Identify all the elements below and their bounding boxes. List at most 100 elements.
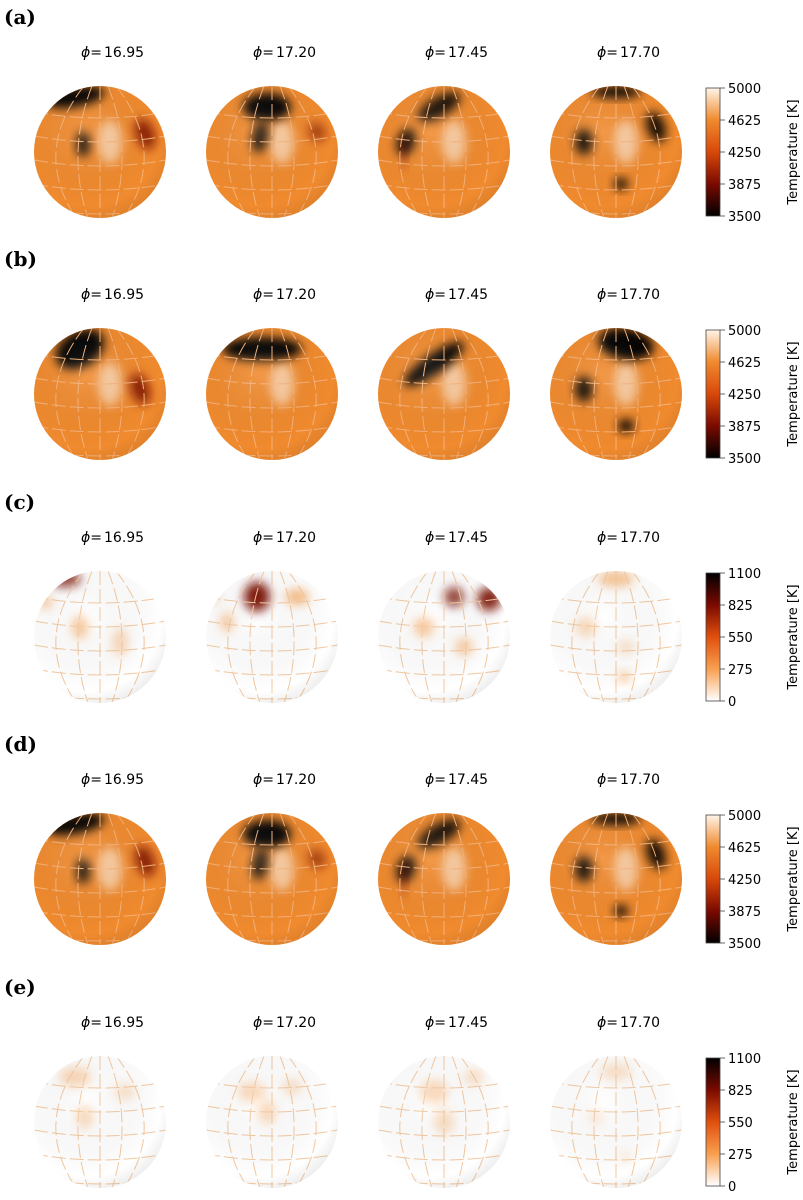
phase-value: 17.70 <box>620 530 660 546</box>
phase-prefix: ϕ= <box>425 1015 446 1031</box>
stellar-map <box>550 813 682 945</box>
colorbar-tick-label: 3500 <box>728 937 761 952</box>
colorbar-tick-label: 5000 <box>728 82 761 97</box>
phase-prefix: ϕ= <box>81 1015 102 1031</box>
phase-prefix: ϕ= <box>597 45 618 61</box>
colorbar-tick-label: 5000 <box>728 324 761 339</box>
shading <box>34 813 166 945</box>
phase-value: 17.45 <box>448 45 488 61</box>
stellar-map <box>378 328 510 460</box>
colorbar-tick-label: 275 <box>728 663 753 678</box>
phase-prefix: ϕ= <box>597 1015 618 1031</box>
colorbar-tick-label: 4625 <box>728 841 761 856</box>
colorbar-tick-label: 4625 <box>728 356 761 371</box>
stellar-map <box>34 82 166 218</box>
shading <box>34 328 166 460</box>
colorbar-tick-label: 1100 <box>728 1052 761 1067</box>
stellar-map <box>34 809 166 945</box>
shading <box>550 86 682 218</box>
phase-prefix: ϕ= <box>253 45 274 61</box>
panel-label: (a) <box>4 5 36 29</box>
colorbar-tick-label: 4250 <box>728 873 761 888</box>
shading <box>34 571 166 703</box>
phase-value: 16.95 <box>104 45 144 61</box>
phase-value: 17.70 <box>620 1015 660 1031</box>
phase-value: 17.70 <box>620 772 660 788</box>
phase-prefix: ϕ= <box>253 287 274 303</box>
phase-value: 17.20 <box>276 287 316 303</box>
colorbar-tick-label: 825 <box>728 599 753 614</box>
stellar-map <box>550 86 682 218</box>
colorbar-tick-label: 0 <box>728 695 736 710</box>
phase-prefix: ϕ= <box>81 530 102 546</box>
shading <box>550 328 682 460</box>
phase-prefix: ϕ= <box>81 772 102 788</box>
phase-prefix: ϕ= <box>597 772 618 788</box>
stellar-map <box>205 571 338 703</box>
phase-value: 17.70 <box>620 45 660 61</box>
stellar-map <box>550 323 682 460</box>
panel-label: (c) <box>4 490 35 514</box>
shading <box>34 1056 166 1188</box>
panel-label: (d) <box>4 732 37 756</box>
phase-value: 17.45 <box>448 1015 488 1031</box>
stellar-map <box>34 1056 166 1188</box>
panel-label: (b) <box>4 247 37 271</box>
phase-prefix: ϕ= <box>425 530 446 546</box>
phase-value: 17.45 <box>448 287 488 303</box>
colorbar-tick-label: 3875 <box>728 420 761 435</box>
shading <box>206 571 338 703</box>
shading <box>206 328 338 460</box>
phase-value: 16.95 <box>104 1015 144 1031</box>
stellar-map <box>206 328 338 460</box>
phase-value: 16.95 <box>104 530 144 546</box>
shading <box>34 86 166 218</box>
colorbar-tick-label: 550 <box>728 631 753 646</box>
shading <box>378 813 510 945</box>
colorbar-tick-label: 5000 <box>728 809 761 824</box>
shading <box>378 328 510 460</box>
phase-value: 17.20 <box>276 1015 316 1031</box>
stellar-map <box>378 571 510 703</box>
phase-value: 16.95 <box>104 772 144 788</box>
stellar-map <box>378 813 510 945</box>
colorbar-tick-label: 3875 <box>728 178 761 193</box>
shading <box>378 1056 510 1188</box>
colorbar-tick-label: 4625 <box>728 114 761 129</box>
colorbar-tick-label: 4250 <box>728 388 761 403</box>
shading <box>550 1056 682 1188</box>
phase-prefix: ϕ= <box>253 772 274 788</box>
colorbar <box>706 573 720 701</box>
phase-prefix: ϕ= <box>81 287 102 303</box>
colorbar <box>706 88 720 216</box>
colorbar-label: Temperature [K] <box>786 584 801 690</box>
shading <box>550 571 682 703</box>
stellar-map <box>206 86 338 218</box>
phase-value: 17.20 <box>276 772 316 788</box>
phase-prefix: ϕ= <box>597 530 618 546</box>
phase-prefix: ϕ= <box>425 287 446 303</box>
phase-value: 17.45 <box>448 530 488 546</box>
colorbar-tick-label: 4250 <box>728 146 761 161</box>
colorbar-label: Temperature [K] <box>786 826 801 932</box>
stellar-map <box>550 571 682 703</box>
shading <box>550 813 682 945</box>
phase-value: 17.70 <box>620 287 660 303</box>
colorbar-tick-label: 1100 <box>728 567 761 582</box>
colorbar-tick-label: 550 <box>728 1116 753 1131</box>
stellar-map <box>34 571 166 703</box>
stellar-map <box>34 320 166 460</box>
colorbar <box>706 330 720 458</box>
colorbar-tick-label: 0 <box>728 1180 736 1195</box>
colorbar <box>706 1058 720 1186</box>
shading <box>378 86 510 218</box>
stellar-map <box>378 1056 510 1188</box>
shading <box>378 571 510 703</box>
colorbar <box>706 815 720 943</box>
phase-value: 17.45 <box>448 772 488 788</box>
stellar-map <box>550 1056 682 1188</box>
